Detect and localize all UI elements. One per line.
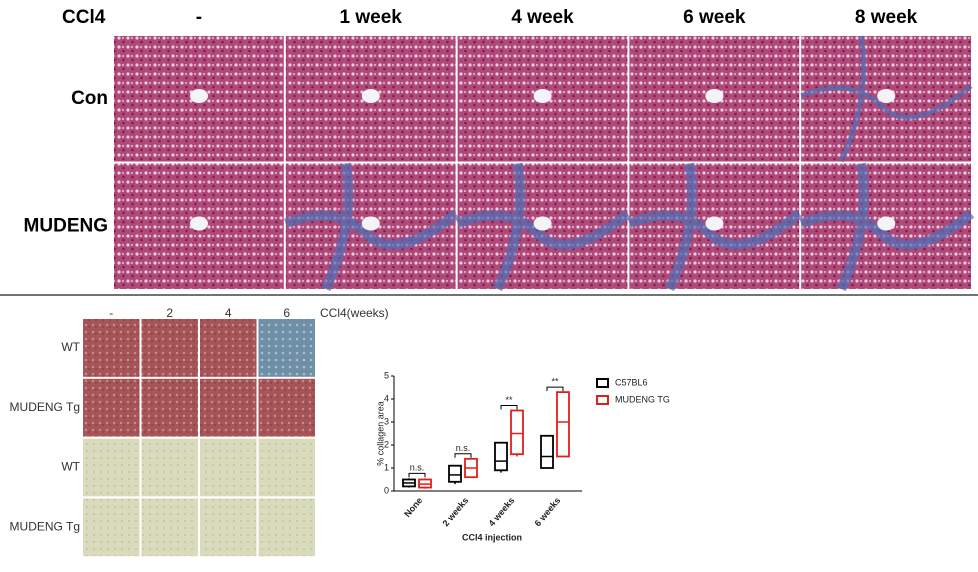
legend-label: MUDENG TG [615,394,670,404]
box [494,441,508,472]
y-tick-label: 4 [384,393,389,403]
vessel [705,216,724,231]
significance-label: n.s. [410,463,425,473]
significance-bracket [408,472,426,478]
fibrosis-stain [627,162,803,292]
column-label: - [109,306,113,320]
column-header: CCl4(weeks) [320,306,389,320]
significance-label: n.s. [456,443,471,453]
row-header: CCl4 [62,7,106,28]
x-tick-label: 2 weeks [440,495,470,528]
vessel [190,216,208,231]
histology-image [141,438,198,497]
y-tick-label: 5 [384,370,389,380]
column-label: 2 [166,306,173,320]
vessel [361,216,380,231]
histology-image [141,319,198,377]
x-tick-label: 4 weeks [486,495,516,528]
vessel [877,89,896,103]
y-tick-label: 2 [384,439,389,449]
row-label: WT [61,340,80,354]
histology-image [83,498,140,557]
vessel [705,89,724,103]
fibrosis-stain [799,162,975,292]
box [448,464,462,483]
histology-image [258,378,315,437]
significance-label: ** [551,376,559,386]
histology-image [200,498,257,557]
row-label: MUDENG Tg [10,400,80,414]
y-tick-label: 0 [384,485,389,495]
column-label: 6 [283,306,290,320]
box [510,409,524,456]
vessel [877,216,896,231]
fibrosis-stain [455,162,631,292]
legend-swatch [596,395,609,405]
box [540,434,554,469]
histology-image [141,498,198,557]
box [556,391,570,458]
column-label: - [196,7,202,28]
histology-image [83,319,140,377]
fibrosis-stain [800,35,973,163]
vessel [190,89,208,103]
column-label: 4 [225,306,232,320]
vessel [533,89,552,103]
row-label: MUDENG [24,215,108,236]
histology-image [258,498,315,557]
histology-image [200,319,257,377]
column-label: 8 week [855,7,918,28]
histology-image [200,438,257,497]
histology-image [83,378,140,437]
y-tick-label: 3 [384,416,389,426]
vessel [533,216,552,231]
histology-image [83,438,140,497]
fibrosis-stain [283,162,459,292]
legend-swatch [596,378,609,388]
y-axis-title: % collagen area [375,401,385,466]
histology-image [258,438,315,497]
vessel [361,89,380,103]
column-label: 6 week [683,7,746,28]
row-label: Con [71,88,108,109]
significance-bracket [454,453,472,458]
x-tick-label: None [402,495,424,519]
significance-label: ** [505,395,513,405]
column-label: 4 week [511,7,574,28]
x-tick-label: 6 weeks [532,495,562,528]
histology-image [200,378,257,437]
histology-image [141,378,198,437]
x-axis-title: CCl4 injection [462,532,522,542]
histology-image [258,319,315,377]
legend-label: C57BL6 [615,377,648,387]
row-label: MUDENG Tg [10,519,80,533]
row-label: WT [61,460,80,474]
y-tick-label: 1 [384,462,389,472]
column-label: 1 week [340,7,403,28]
significance-bracket [546,386,564,392]
significance-bracket [500,405,518,410]
